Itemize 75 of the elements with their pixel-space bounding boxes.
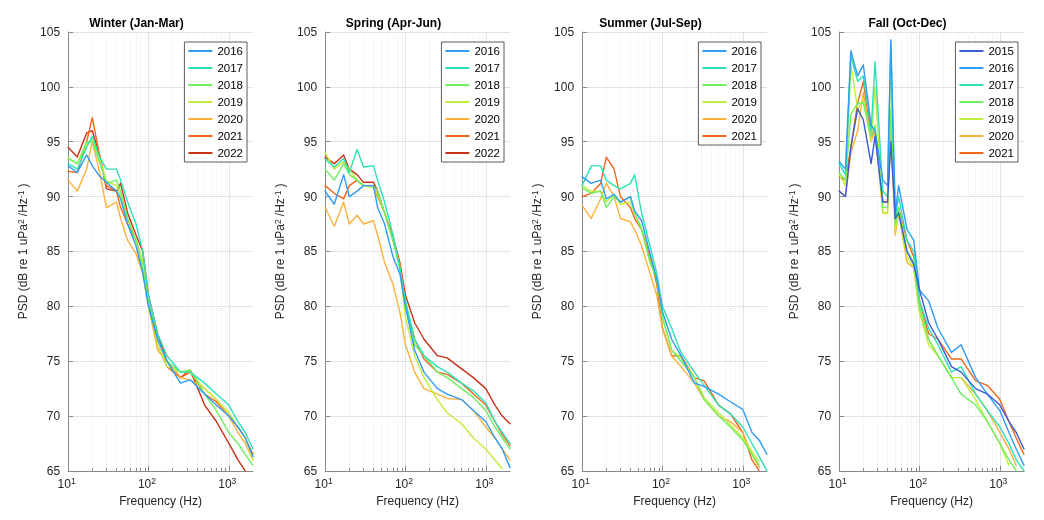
y-tick-label: 65	[817, 463, 832, 478]
legend-label: 2016	[731, 45, 758, 57]
legend-label: 2020	[474, 113, 501, 125]
y-tick-label: 100	[554, 79, 575, 94]
legend-label: 2021	[217, 130, 244, 142]
legend-label: 2018	[474, 79, 501, 91]
legend-label: 2020	[988, 130, 1015, 142]
y-tick-label: 95	[560, 134, 575, 149]
y-tick-label: 80	[46, 299, 61, 314]
chart-title: Winter (Jan-Mar)	[89, 16, 184, 30]
y-tick-label: 80	[303, 299, 318, 314]
y-tick-label: 70	[46, 409, 61, 424]
y-tick-label: 100	[40, 79, 61, 94]
legend-label: 2016	[988, 62, 1015, 74]
legend-label: 2019	[217, 96, 244, 108]
y-tick-label: 95	[817, 134, 832, 149]
chart-title: Fall (Oct-Dec)	[868, 16, 947, 30]
y-tick-label: 80	[560, 299, 575, 314]
y-tick-label: 75	[303, 354, 318, 369]
legend-label: 2019	[731, 96, 758, 108]
y-axis-title: PSD (dB re 1 uPa2/Hz-1)	[15, 183, 31, 320]
y-tick-label: 75	[817, 354, 832, 369]
legend-label: 2020	[217, 113, 244, 125]
y-tick-label: 65	[46, 463, 61, 478]
y-tick-label: 85	[817, 244, 832, 259]
y-axis-title: PSD (dB re 1 uPa2/Hz-1)	[786, 183, 802, 320]
y-tick-label: 70	[817, 409, 832, 424]
x-axis-title: Frequency (Hz)	[119, 494, 202, 508]
legend-label: 2016	[474, 45, 501, 57]
legend-label: 2022	[217, 147, 244, 159]
y-tick-label: 65	[303, 463, 318, 478]
y-tick-label: 90	[303, 189, 318, 204]
x-axis-title: Frequency (Hz)	[890, 494, 973, 508]
legend-label: 2019	[474, 96, 501, 108]
legend-label: 2018	[217, 79, 244, 91]
y-tick-label: 95	[303, 134, 318, 149]
y-tick-label: 90	[560, 189, 575, 204]
legend-label: 2017	[217, 62, 244, 74]
y-axis-title: PSD (dB re 1 uPa2/Hz-1)	[529, 183, 545, 320]
y-tick-label: 105	[40, 25, 61, 39]
chart-title: Summer (Jul-Sep)	[599, 16, 702, 30]
y-tick-label: 100	[297, 79, 318, 94]
legend-label: 2018	[731, 79, 758, 91]
y-tick-label: 70	[560, 409, 575, 424]
legend-label: 2017	[731, 62, 758, 74]
legend-label: 2017	[988, 79, 1015, 91]
y-tick-label: 105	[554, 25, 575, 39]
y-tick-label: 80	[817, 299, 832, 314]
legend-label: 2020	[731, 113, 758, 125]
legend-label: 2021	[988, 147, 1015, 159]
legend-label: 2021	[731, 130, 758, 142]
legend-label: 2022	[474, 147, 501, 159]
y-tick-label: 85	[303, 244, 318, 259]
x-axis-title: Frequency (Hz)	[633, 494, 716, 508]
y-tick-label: 75	[46, 354, 61, 369]
y-tick-label: 95	[46, 134, 61, 149]
legend-label: 2018	[988, 96, 1015, 108]
y-tick-label: 100	[811, 79, 832, 94]
y-tick-label: 105	[297, 25, 318, 39]
legend-label: 2017	[474, 62, 501, 74]
y-tick-label: 90	[817, 189, 832, 204]
legend-label: 2015	[988, 45, 1015, 57]
y-tick-label: 70	[303, 409, 318, 424]
y-axis-title: PSD (dB re 1 uPa2/Hz-1)	[272, 183, 288, 320]
y-tick-label: 105	[811, 25, 832, 39]
y-tick-label: 85	[46, 244, 61, 259]
legend-label: 2019	[988, 113, 1015, 125]
y-tick-label: 85	[560, 244, 575, 259]
y-tick-label: 65	[560, 463, 575, 478]
y-tick-label: 75	[560, 354, 575, 369]
chart-title: Spring (Apr-Jun)	[345, 16, 442, 30]
legend-label: 2021	[474, 130, 501, 142]
legend-label: 2016	[217, 45, 244, 57]
y-tick-label: 90	[46, 189, 61, 204]
x-axis-title: Frequency (Hz)	[376, 494, 459, 508]
